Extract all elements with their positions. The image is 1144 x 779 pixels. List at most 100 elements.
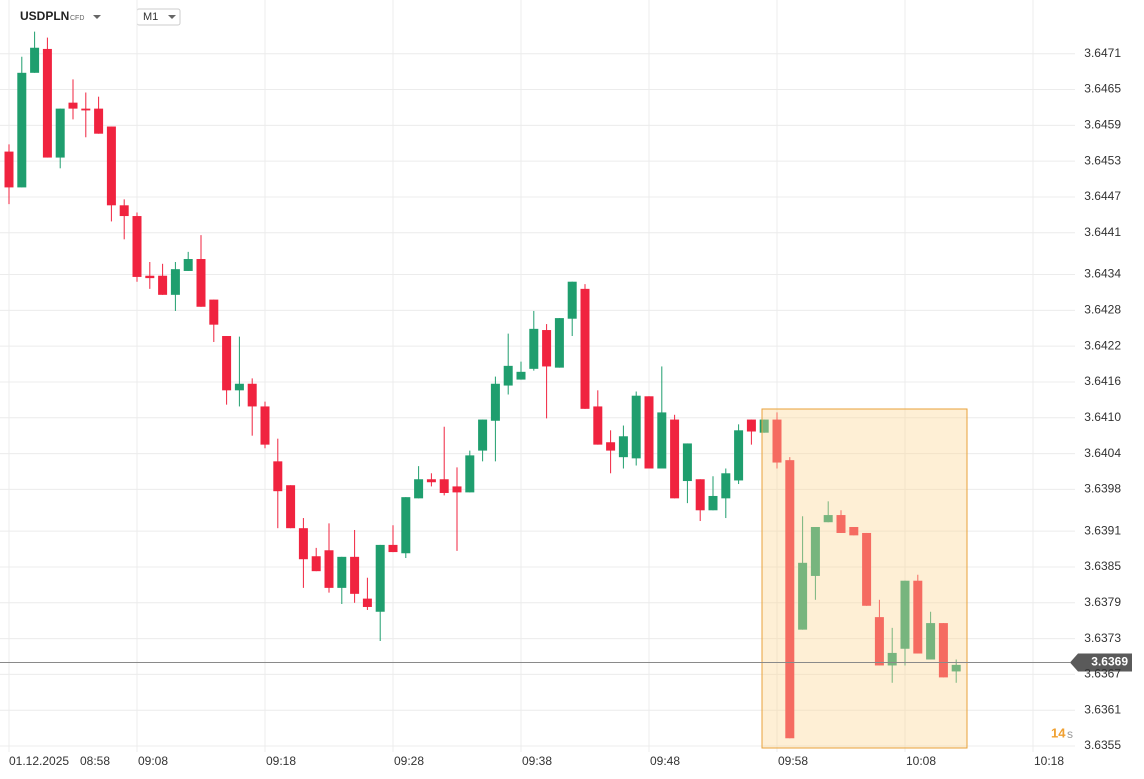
candle-body xyxy=(490,383,500,421)
candle-body xyxy=(375,544,385,612)
candle-body xyxy=(388,544,398,553)
candle-body xyxy=(222,336,232,391)
last-price-label: 3.6369 xyxy=(1091,655,1128,669)
y-tick-label: 3.6410 xyxy=(1084,410,1121,424)
y-tick-label: 3.6453 xyxy=(1084,153,1121,167)
candle-body xyxy=(887,652,897,666)
y-tick-label: 3.6398 xyxy=(1084,482,1121,496)
candle-body xyxy=(337,556,347,588)
candle-body xyxy=(644,396,654,469)
candle-body xyxy=(618,436,628,458)
candle-body xyxy=(247,383,257,407)
symbol: USDPLN xyxy=(20,9,69,23)
candle-body xyxy=(401,497,411,554)
candle-body xyxy=(529,328,539,369)
candle-body xyxy=(798,562,808,630)
candle-body xyxy=(823,515,833,523)
candle-body xyxy=(183,259,193,271)
y-tick-label: 3.6441 xyxy=(1084,225,1121,239)
y-tick-label: 3.6385 xyxy=(1084,559,1121,573)
labels-layer: 3.6471 3.6465 3.6459 3.6453 3.6447 3.6441 3.64… xyxy=(80,46,1121,768)
candle-body xyxy=(580,288,590,409)
y-tick-label: 3.6379 xyxy=(1084,595,1121,609)
candle-body xyxy=(734,430,744,481)
candle-body xyxy=(286,485,296,529)
highlight-box xyxy=(761,408,968,749)
candle-body xyxy=(785,460,795,739)
candle-body xyxy=(4,151,14,188)
candle-body xyxy=(631,395,641,459)
candle-body xyxy=(452,486,462,493)
candle-body xyxy=(542,330,552,367)
instrument-type: CFD xyxy=(70,15,84,22)
candle-body xyxy=(849,526,859,536)
candle-body xyxy=(209,299,219,325)
y-tick-label: 3.6471 xyxy=(1084,46,1121,60)
y-tick-label: 3.6434 xyxy=(1084,267,1121,281)
y-tick-label: 3.6447 xyxy=(1084,189,1121,203)
candle-body xyxy=(81,108,91,111)
y-tick-label: 3.6361 xyxy=(1084,702,1121,716)
x-tick-label: 09:28 xyxy=(394,754,424,768)
candle-body xyxy=(106,126,116,206)
candle-body xyxy=(695,479,705,511)
x-tick-label: 09:48 xyxy=(650,754,680,768)
candle-body xyxy=(913,580,923,654)
y-tick-label: 3.6373 xyxy=(1084,631,1121,645)
candle-body xyxy=(465,455,475,493)
candle-body xyxy=(874,617,884,666)
x-tick-label: 10:08 xyxy=(906,754,936,768)
x-tick-label: 09:58 xyxy=(778,754,808,768)
candle-body xyxy=(516,371,526,380)
candle-body xyxy=(68,102,78,109)
interval: M1 xyxy=(143,11,158,23)
y-tick-label: 3.6367 xyxy=(1084,667,1121,681)
x-tick-label: 08:58 xyxy=(80,754,110,768)
marks-layer xyxy=(4,31,961,739)
candle-body xyxy=(682,443,692,482)
y-tick-label: 3.6465 xyxy=(1084,82,1121,96)
candle-body xyxy=(170,269,180,295)
candle-body xyxy=(158,275,168,295)
countdown: 14 xyxy=(1051,725,1066,740)
candle-body xyxy=(17,72,27,188)
candle-body xyxy=(42,48,52,158)
candle-body xyxy=(311,556,321,572)
candle-body xyxy=(298,528,308,560)
y-tick-label: 3.6416 xyxy=(1084,374,1121,388)
candle-body xyxy=(273,461,283,492)
y-tick-label: 3.6355 xyxy=(1084,738,1121,752)
date-label: 01.12.2025 xyxy=(9,754,69,768)
candle-body xyxy=(772,419,782,463)
candle-body xyxy=(836,515,846,533)
y-tick-label: 3.6459 xyxy=(1084,118,1121,132)
candle-body xyxy=(593,406,603,445)
candle-body xyxy=(746,419,756,432)
y-tick-label: 3.6391 xyxy=(1084,523,1121,537)
countdown-unit: s xyxy=(1067,727,1073,741)
candle-body xyxy=(55,108,65,158)
candle-body xyxy=(721,473,731,499)
candle-body xyxy=(900,580,910,649)
candle-body xyxy=(260,406,270,445)
x-tick-label: 10:18 xyxy=(1034,754,1064,768)
candle-body xyxy=(426,479,436,483)
overlay-layer: 3.6369 xyxy=(0,408,1132,749)
candle-body xyxy=(567,281,577,319)
last-price-tag xyxy=(1070,653,1132,672)
candle-body xyxy=(926,623,936,660)
candle-body xyxy=(810,526,820,576)
candle-body xyxy=(554,318,564,368)
candle-body xyxy=(132,216,142,277)
candle-body xyxy=(30,47,40,73)
candle-body xyxy=(119,205,129,217)
candle-body xyxy=(350,556,360,594)
candle-body xyxy=(862,532,872,606)
candle-body xyxy=(759,419,769,433)
candle-body xyxy=(503,365,513,386)
symbol-dropdown[interactable] xyxy=(93,15,101,19)
candle-body xyxy=(94,108,104,134)
candle-body xyxy=(196,259,206,307)
